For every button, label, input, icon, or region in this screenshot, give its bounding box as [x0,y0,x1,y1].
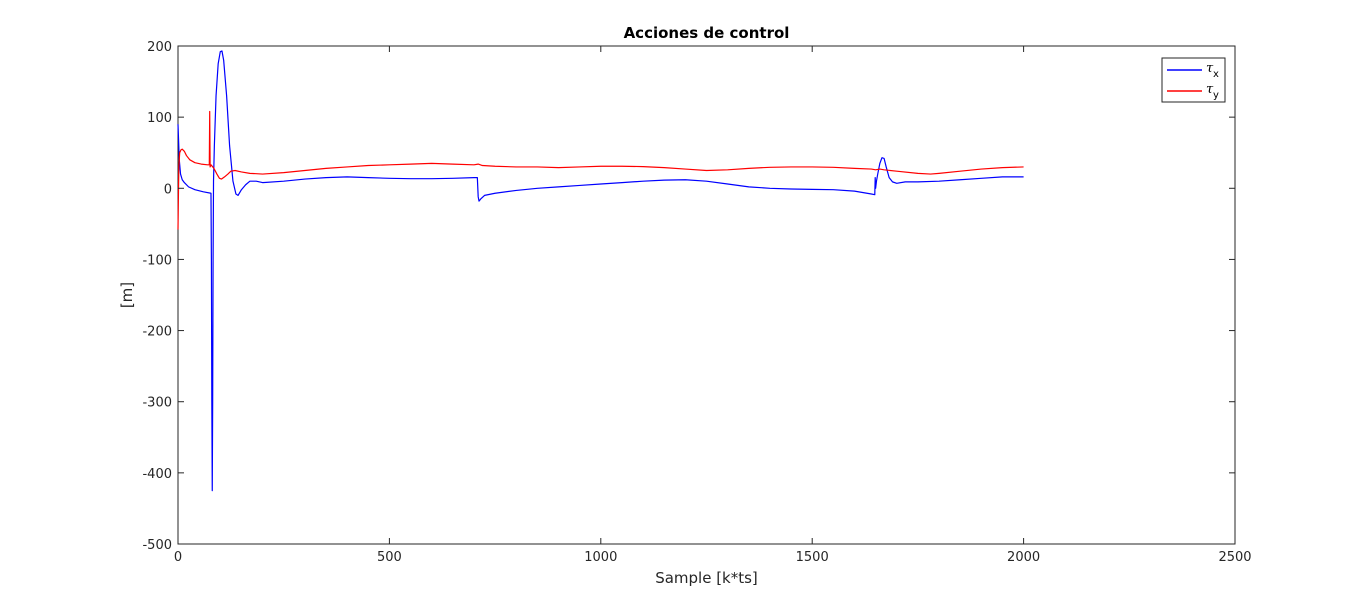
legend-label-subscript: x [1213,69,1219,80]
legend: τ xτ y [1161,57,1226,103]
y-tick-label: -200 [142,325,172,340]
y-tick-label: -100 [142,253,172,268]
x-tick-label: 1500 [796,550,829,565]
y-tick-label: -300 [142,396,172,411]
x-tick-label: 1000 [584,550,617,565]
y-tick-label: 200 [147,40,172,55]
x-tick-label: 0 [174,550,182,565]
chart-title: Acciones de control [624,24,790,42]
ticks-layer: 0 500 1000 1500 2000 2500-500-400-300-200-100… [142,40,1251,565]
legend-label: τ [1206,61,1214,76]
y-tick-label: 0 [164,182,172,197]
y-tick-label: -400 [142,467,172,482]
y-tick-label: -500 [142,538,172,553]
plot-area [177,45,1236,545]
x-axis-label: Sample [k*ts] [655,569,758,587]
y-axis-label: [m] [118,282,136,308]
x-tick-label: 2000 [1007,550,1040,565]
legend-box [1161,57,1226,103]
series-line-x [177,50,1024,492]
legend-label-subscript: y [1213,90,1219,101]
y-tick-label: 100 [147,111,172,126]
axes-box [177,45,1236,545]
series-line-y [177,110,1024,230]
legend-label: τ [1206,82,1214,97]
series-layer [177,50,1024,492]
x-tick-label: 500 [377,550,402,565]
x-tick-label: 2500 [1218,550,1251,565]
